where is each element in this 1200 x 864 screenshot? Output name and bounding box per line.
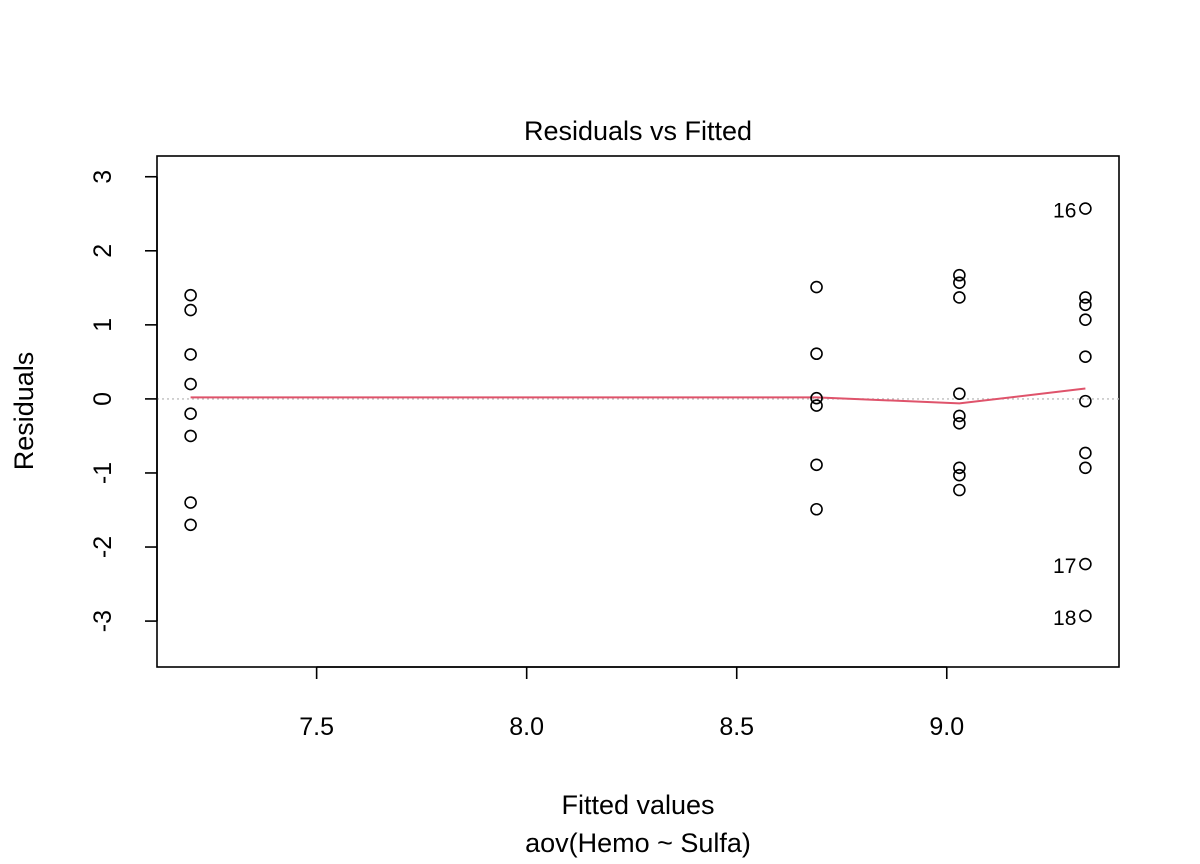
- data-point: [953, 387, 966, 401]
- data-point: [953, 268, 966, 282]
- x-tick-label: 9.0: [929, 713, 964, 741]
- data-point: [810, 399, 823, 412]
- x-axis-label: Fitted values: [561, 790, 714, 820]
- data-point: [184, 496, 197, 509]
- data-point: [1079, 446, 1092, 460]
- data-point: [1079, 298, 1092, 312]
- data-point: [953, 483, 966, 497]
- data-point: [810, 458, 823, 472]
- y-tick-label: -2: [89, 536, 117, 558]
- data-point: [184, 303, 197, 317]
- x-axis: 7.5 8.0 8.5 9.0: [299, 666, 964, 741]
- point-label: 16: [1053, 200, 1076, 223]
- data-point: [184, 288, 197, 302]
- data-point: [953, 276, 966, 289]
- data-point: [1079, 291, 1092, 304]
- plot-frame: [156, 155, 1120, 668]
- point-label: 18: [1053, 607, 1076, 630]
- data-point: [184, 348, 197, 361]
- data-point: [1079, 557, 1092, 571]
- y-tick-label: 3: [89, 170, 117, 184]
- x-tick-label: 8.0: [509, 713, 544, 741]
- y-axis-label: Residuals: [9, 352, 39, 471]
- data-point: [1079, 313, 1092, 326]
- data-point: [1079, 609, 1092, 623]
- data-point: [953, 409, 966, 423]
- data-point: [953, 461, 966, 475]
- data-point: [810, 391, 823, 405]
- x-tick-label: 7.5: [299, 713, 334, 741]
- data-point: [184, 518, 197, 532]
- y-tick-label: 0: [89, 392, 117, 406]
- data-point: [184, 377, 197, 391]
- x-tick-label: 8.5: [719, 713, 754, 741]
- data-point: [810, 502, 823, 516]
- data-point: [953, 291, 966, 304]
- data-point: [953, 417, 966, 430]
- smoother-line: [190, 387, 1086, 405]
- y-axis: -3 -2 -1 0 1 2 3: [89, 170, 158, 632]
- y-tick-label: 2: [89, 244, 117, 258]
- data-point: [953, 468, 966, 482]
- y-tick-label: -3: [89, 610, 117, 632]
- data-point: [810, 347, 823, 361]
- data-point: [810, 280, 823, 294]
- data-point: [184, 429, 197, 443]
- y-tick-label: 1: [89, 318, 117, 332]
- data-point: [1079, 202, 1092, 215]
- chart-subtitle: aov(Hemo ~ Sulfa): [525, 828, 751, 858]
- data-point: [1079, 461, 1092, 475]
- data-point: [1079, 350, 1092, 363]
- y-tick-label: -1: [89, 462, 117, 484]
- data-points: 16 17 18: [184, 200, 1092, 630]
- chart-title: Residuals vs Fitted: [524, 116, 752, 146]
- data-point: [1079, 394, 1092, 408]
- data-point: [184, 407, 197, 421]
- point-label: 17: [1053, 555, 1076, 578]
